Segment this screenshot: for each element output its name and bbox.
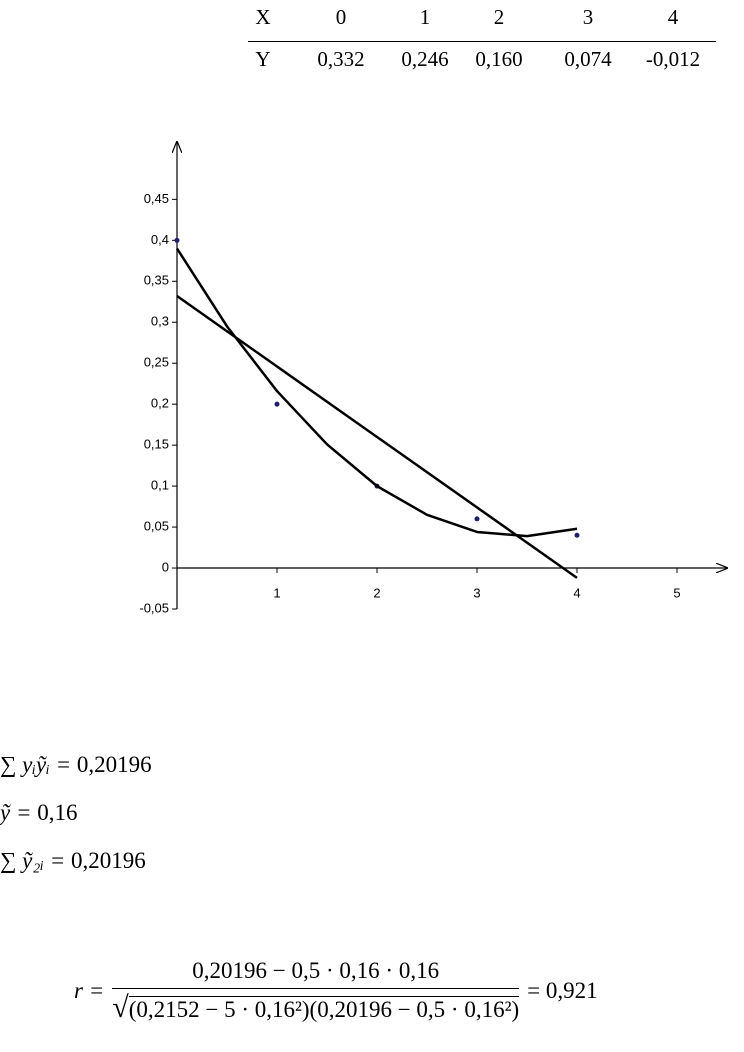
y-tick-label: 0,1 xyxy=(151,478,169,493)
y-tick-label: 0,2 xyxy=(151,396,169,411)
table-rule xyxy=(248,41,716,42)
x-tick-label: 2 xyxy=(373,585,380,600)
formula: ∑ ỹ₂ᵢ = 0,20196 xyxy=(0,848,146,874)
radical: √ xyxy=(112,991,129,1024)
data-table: X 0 1 2 3 4 Y 0,332 0,246 0,160 0,074 -0,012 xyxy=(0,0,700,71)
data-point xyxy=(474,516,480,522)
x-tick-label: 1 xyxy=(273,585,280,600)
formula-rhs: 0,20196 xyxy=(76,752,152,777)
table-cell: 0,332 xyxy=(317,47,365,71)
table-cell: 2 xyxy=(493,5,505,29)
formula-rhs: 0,20196 xyxy=(71,848,146,873)
fraction: 0,20196 − 0,5 · 0,16 · 0,16 √ (0,2152 − 5… xyxy=(112,958,520,1024)
formula-lhs: ∑ ỹ₂ᵢ = xyxy=(0,848,72,873)
x-tick-label: 5 xyxy=(673,585,680,600)
denominator: (0,2152 − 5 · 0,16²)(0,20196 − 0,5 · 0,1… xyxy=(128,996,520,1022)
formula-lhs: ∑ yᵢỹᵢ = xyxy=(0,752,77,777)
chart: -0,05 0 0,05 0,1 0,15 0,2 0,25 0,3 0,35 0,4 0,45 1 2… xyxy=(139,0,744,615)
numerator: 0,20196 − 0,5 · 0,16 · 0,16 xyxy=(192,958,440,983)
data-point xyxy=(274,401,280,407)
data-point xyxy=(574,532,580,538)
table-cell: 0,074 xyxy=(564,47,612,71)
x-tick-label: 3 xyxy=(473,585,480,600)
y-tick-label: 0,45 xyxy=(144,191,169,206)
table-cell: Y xyxy=(255,47,271,71)
r-lhs: r = xyxy=(74,977,105,1003)
y-tick-label: 0,35 xyxy=(144,273,169,288)
formula: ∑ yᵢỹᵢ = 0,20196 xyxy=(0,752,152,778)
formula: ỹ = 0,16 xyxy=(0,800,77,826)
y-tick-label: 0,25 xyxy=(144,355,169,370)
data-point xyxy=(174,237,180,243)
y-tick-label: 0,3 xyxy=(151,314,169,329)
y-tick-label: 0,15 xyxy=(144,437,169,452)
table-cell: 1 xyxy=(419,5,431,29)
table-cell: 0 xyxy=(335,5,347,29)
table-cell: 3 xyxy=(582,5,594,29)
r-result: = 0,921 xyxy=(527,977,598,1003)
table-cell: X xyxy=(255,5,271,29)
denominator-box: √ (0,2152 − 5 · 0,16²)(0,20196 − 0,5 · 0,… xyxy=(112,988,520,1024)
fit-line xyxy=(176,295,578,579)
formula-rhs: 0,16 xyxy=(37,800,78,825)
table-cell: -0,012 xyxy=(645,47,701,71)
table-cell: 0,160 xyxy=(475,47,523,71)
table-cell: 4 xyxy=(667,5,679,29)
y-tick-label: -0,05 xyxy=(139,600,169,615)
x-tick-label: 4 xyxy=(573,585,580,600)
y-tick-label: 0,4 xyxy=(151,232,169,247)
y-tick-label: 0,05 xyxy=(144,519,169,534)
formula-lhs: ỹ = xyxy=(0,800,38,825)
y-tick-label: 0 xyxy=(162,559,169,574)
r-formula: r = 0,20196 − 0,5 · 0,16 · 0,16 √ (0,2152… xyxy=(74,958,598,1023)
table-cell: 0,246 xyxy=(401,47,449,71)
fit-line xyxy=(175,247,578,538)
